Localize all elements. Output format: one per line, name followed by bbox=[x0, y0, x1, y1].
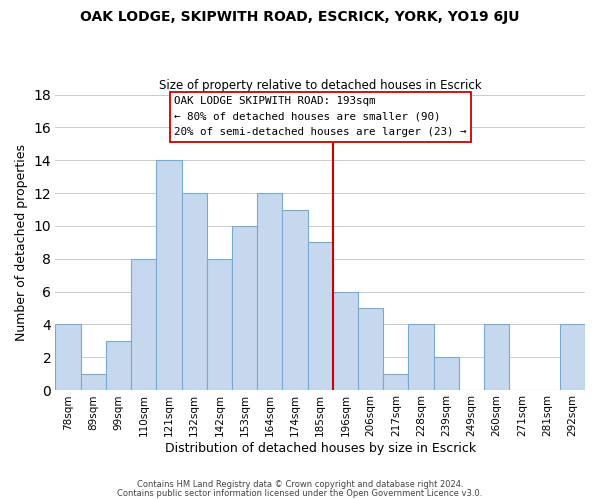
Text: Contains HM Land Registry data © Crown copyright and database right 2024.: Contains HM Land Registry data © Crown c… bbox=[137, 480, 463, 489]
Title: Size of property relative to detached houses in Escrick: Size of property relative to detached ho… bbox=[159, 79, 482, 92]
Bar bbox=[257, 193, 283, 390]
Bar bbox=[207, 259, 232, 390]
Bar bbox=[358, 308, 383, 390]
Bar bbox=[157, 160, 182, 390]
Bar bbox=[80, 374, 106, 390]
Bar bbox=[131, 259, 157, 390]
Y-axis label: Number of detached properties: Number of detached properties bbox=[15, 144, 28, 341]
Text: Contains public sector information licensed under the Open Government Licence v3: Contains public sector information licen… bbox=[118, 488, 482, 498]
Bar bbox=[283, 210, 308, 390]
Bar bbox=[383, 374, 409, 390]
Bar bbox=[55, 324, 80, 390]
Bar bbox=[182, 193, 207, 390]
Bar bbox=[434, 358, 459, 390]
Bar bbox=[232, 226, 257, 390]
X-axis label: Distribution of detached houses by size in Escrick: Distribution of detached houses by size … bbox=[164, 442, 476, 455]
Bar bbox=[308, 242, 333, 390]
Bar bbox=[484, 324, 509, 390]
Bar bbox=[560, 324, 585, 390]
Bar bbox=[333, 292, 358, 390]
Text: OAK LODGE, SKIPWITH ROAD, ESCRICK, YORK, YO19 6JU: OAK LODGE, SKIPWITH ROAD, ESCRICK, YORK,… bbox=[80, 10, 520, 24]
Text: OAK LODGE SKIPWITH ROAD: 193sqm
← 80% of detached houses are smaller (90)
20% of: OAK LODGE SKIPWITH ROAD: 193sqm ← 80% of… bbox=[174, 96, 466, 138]
Bar bbox=[106, 341, 131, 390]
Bar bbox=[409, 324, 434, 390]
